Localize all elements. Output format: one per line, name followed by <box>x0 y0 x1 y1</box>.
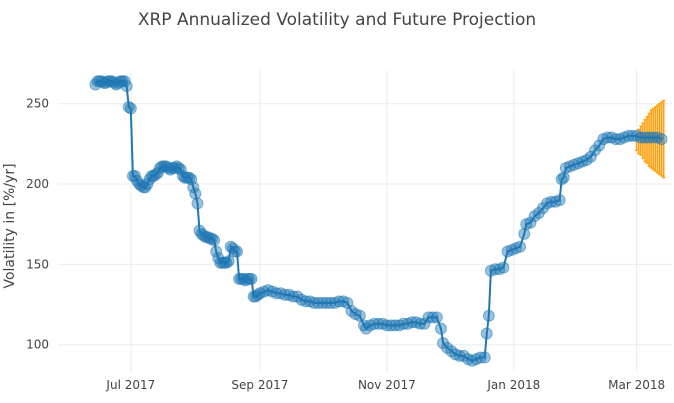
data-point <box>634 131 647 144</box>
data-point <box>320 296 333 309</box>
data-point <box>638 131 651 144</box>
x-tick-label: Sep 2017 <box>231 378 288 392</box>
x-axis-ticks: Jul 2017 Sep 2017 Nov 2017 Jan 2018 Mar 2018 <box>105 378 665 392</box>
data-point <box>532 206 545 219</box>
data-point <box>380 319 393 332</box>
data-point <box>593 139 606 152</box>
data-point <box>385 319 398 332</box>
data-point <box>655 133 668 146</box>
data-point <box>251 288 264 301</box>
projection-bars <box>635 99 666 179</box>
data-point <box>312 296 325 309</box>
data-point <box>426 311 439 324</box>
volatility-markers <box>89 75 668 367</box>
data-point <box>434 322 447 335</box>
data-point <box>187 181 200 194</box>
y-axis-label: Volatility in [%/yr] <box>2 163 18 288</box>
x-tick-label: Jul 2017 <box>105 378 155 392</box>
data-point <box>368 317 381 330</box>
data-point <box>191 197 204 210</box>
data-point <box>557 171 570 184</box>
x-tick-label: Jan 2018 <box>486 378 540 392</box>
data-point <box>189 187 202 200</box>
data-point <box>124 102 137 115</box>
data-point <box>222 255 235 268</box>
chart-title: XRP Annualized Volatility and Future Pro… <box>137 10 537 30</box>
y-tick-label: 100 <box>26 338 49 352</box>
data-point <box>437 337 450 350</box>
data-point <box>316 296 329 309</box>
data-point <box>555 173 568 186</box>
data-point <box>208 234 221 247</box>
data-point <box>224 240 237 253</box>
data-point <box>497 261 510 274</box>
data-point <box>514 240 527 253</box>
data-point <box>418 317 431 330</box>
y-tick-label: 250 <box>26 97 49 111</box>
data-point <box>524 216 537 229</box>
data-point <box>230 245 243 258</box>
data-point <box>430 311 443 324</box>
data-point <box>588 144 601 157</box>
data-point <box>422 311 435 324</box>
data-point <box>482 309 495 322</box>
data-point <box>122 100 135 113</box>
data-point <box>480 327 493 340</box>
y-tick-label: 150 <box>26 257 49 271</box>
data-point <box>553 194 566 207</box>
y-tick-label: 200 <box>26 177 49 191</box>
data-point <box>220 256 233 269</box>
data-point <box>245 272 258 285</box>
x-tick-label: Mar 2018 <box>608 378 665 392</box>
data-point <box>584 150 597 163</box>
data-point <box>149 168 162 181</box>
grid-lines <box>58 70 672 372</box>
data-point <box>308 296 321 309</box>
data-point <box>643 131 656 144</box>
data-point <box>536 202 549 215</box>
y-axis-ticks: 100 150 200 250 <box>26 97 49 352</box>
x-tick-label: Nov 2017 <box>358 378 416 392</box>
data-point <box>206 232 219 245</box>
data-point <box>474 351 487 364</box>
data-point <box>478 351 491 364</box>
data-point <box>237 272 250 285</box>
data-point <box>210 245 223 258</box>
data-point <box>120 80 133 93</box>
data-point <box>622 129 635 142</box>
data-point <box>518 227 531 240</box>
data-point <box>414 317 427 330</box>
